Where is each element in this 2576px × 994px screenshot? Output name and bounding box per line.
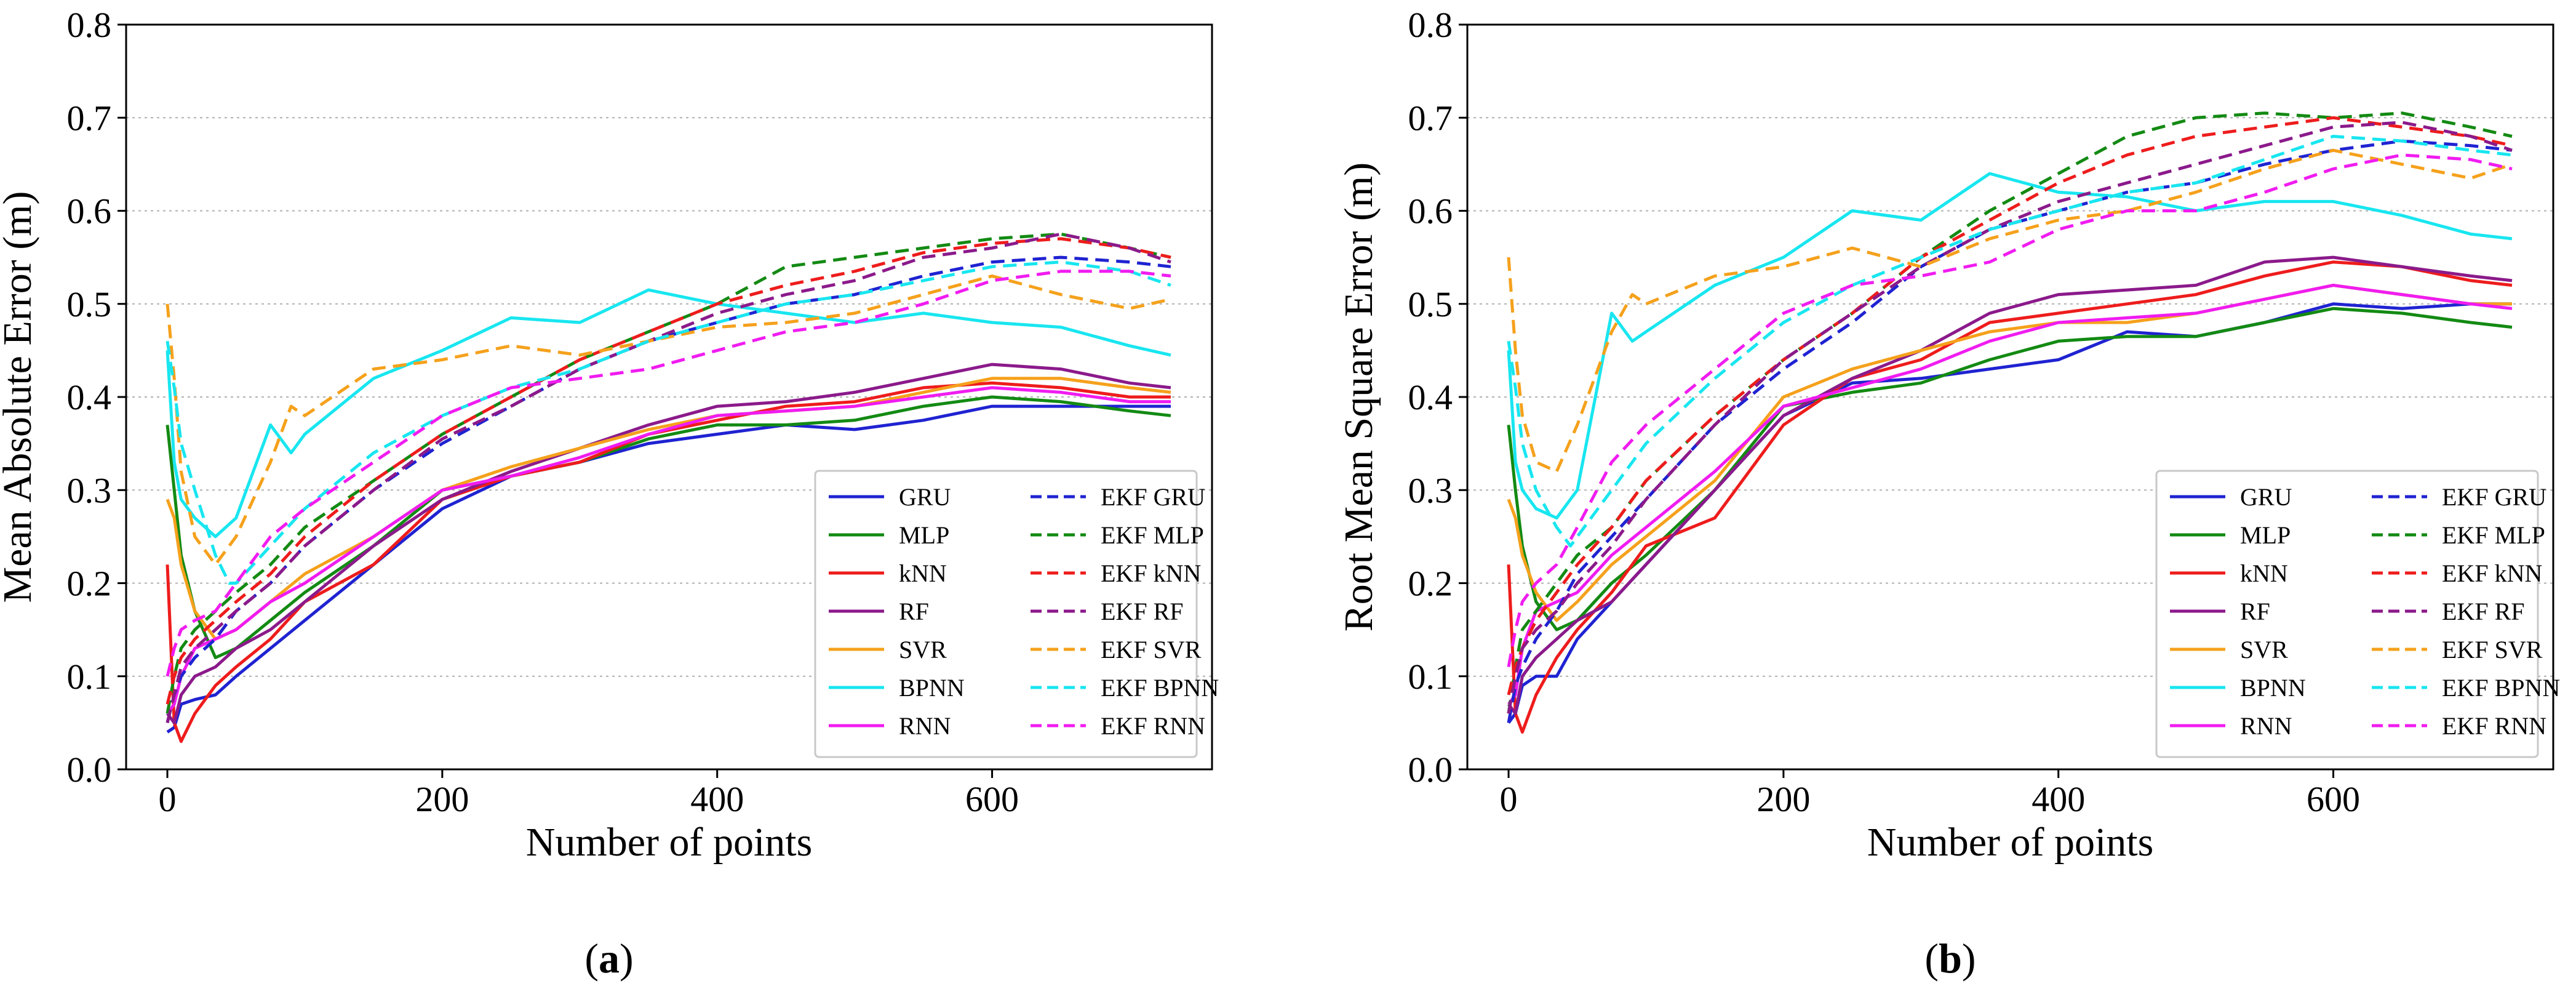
x-axis-label: Number of points <box>526 820 813 865</box>
y-tick-label: 0.3 <box>67 470 112 510</box>
legend-box <box>2155 470 2539 758</box>
x-tick-label: 0 <box>159 779 177 819</box>
legend-label: EKF RNN <box>1101 712 1205 740</box>
y-tick-label: 0.4 <box>1408 377 1453 417</box>
legend-box <box>814 470 1198 758</box>
legend-label: EKF RNN <box>2442 712 2546 740</box>
legend-label: RF <box>2240 598 2270 625</box>
y-tick-label: 0.4 <box>67 377 112 417</box>
series-line-svr <box>165 377 1171 641</box>
x-axis-label: Number of points <box>1867 820 2154 865</box>
series-line-ekf-rf <box>165 232 1171 723</box>
legend-label: EKF BPNN <box>2442 674 2560 702</box>
legend-label: EKF GRU <box>1101 483 1205 511</box>
caption-open-paren: ( <box>1924 935 1939 982</box>
series-line-ekf-svr <box>1507 148 2513 473</box>
legend-label: EKF kNN <box>2442 559 2542 587</box>
legend-label: kNN <box>2240 559 2288 587</box>
caption-letter: a <box>599 935 620 982</box>
y-tick-label: 0.5 <box>1408 284 1453 324</box>
legend-label: EKF RF <box>2442 598 2525 625</box>
legend-label: RNN <box>899 712 951 740</box>
legend-label: RNN <box>2240 712 2292 740</box>
series-line-rnn <box>1507 284 2513 705</box>
x-tick-label: 400 <box>2032 779 2085 819</box>
legend-label: kNN <box>899 559 947 587</box>
legend-label: EKF kNN <box>1101 559 1201 587</box>
legend-label: RF <box>899 598 929 625</box>
legend-label: MLP <box>2240 521 2291 549</box>
legend-label: EKF RF <box>1101 598 1184 625</box>
y-tick-label: 0.0 <box>67 750 112 790</box>
y-tick-label: 0.2 <box>67 564 112 604</box>
y-tick-label: 0.5 <box>67 284 112 324</box>
y-tick-label: 0.1 <box>1408 657 1453 697</box>
legend-label: EKF BPNN <box>1101 674 1219 702</box>
x-tick-label: 600 <box>965 779 1019 819</box>
x-tick-label: 200 <box>1757 779 1810 819</box>
caption-letter: b <box>1939 935 1962 982</box>
series-line-ekf-bpnn <box>1507 135 2513 548</box>
y-tick-label: 0.3 <box>1408 470 1453 510</box>
y-tick-label: 0.6 <box>1408 191 1453 231</box>
legend: GRU MLP kNN RF SVR BPNN RNN EKF GRU EKF MLP EKF k… <box>2155 470 2560 758</box>
series-line-rnn <box>165 386 1171 715</box>
y-tick-label: 0.8 <box>1408 5 1453 45</box>
legend-label: SVR <box>2240 636 2288 663</box>
series-line-gru <box>1507 302 2512 724</box>
x-tick-label: 200 <box>415 779 469 819</box>
y-tick-label: 0.6 <box>67 191 112 231</box>
series-line-ekf-rnn <box>165 270 1171 677</box>
x-tick-label: 400 <box>690 779 744 819</box>
panel-caption: (a) <box>584 935 633 982</box>
legend-label: MLP <box>899 521 949 549</box>
legend-label: GRU <box>899 483 951 511</box>
caption-open-paren: ( <box>584 935 599 982</box>
y-tick-label: 0.8 <box>67 5 112 45</box>
y-axis-label: Root Mean Square Error (m) <box>1336 162 1381 631</box>
y-tick-label: 0.7 <box>67 98 112 138</box>
panel-b: 0.0 0.1 0.2 0.3 0.4 0.5 0.6 0.7 0.8 0 200 400 600 Num… <box>1336 5 2560 982</box>
series-line-ekf-rnn <box>1507 153 2513 668</box>
legend-label: GRU <box>2240 483 2292 511</box>
series-line-rf <box>165 363 1171 724</box>
x-tick-label: 600 <box>2307 779 2360 819</box>
series-line-ekf-rf <box>1507 121 2513 714</box>
legend-label: BPNN <box>2240 674 2306 702</box>
series-line-ekf-knn <box>165 237 1171 705</box>
caption-close-paren: ) <box>1962 935 1976 982</box>
legend-label: EKF GRU <box>2442 483 2546 511</box>
x-tick-label: 0 <box>1500 779 1518 819</box>
legend-label: SVR <box>899 636 947 663</box>
panel-a: 0.0 0.1 0.2 0.3 0.4 0.5 0.6 0.7 0.8 0 200 400 600 Num… <box>0 5 1219 982</box>
y-tick-label: 0.1 <box>67 657 112 697</box>
series-line-rf <box>1507 255 2513 715</box>
legend-label: EKF MLP <box>1101 521 1204 549</box>
legend-label: EKF SVR <box>2442 636 2543 663</box>
legend: GRU MLP kNN RF SVR BPNN RNN EKF GRU EKF MLP EKF k… <box>814 470 1219 758</box>
series-line-bpnn <box>1507 172 2513 520</box>
caption-close-paren: ) <box>620 935 634 982</box>
y-tick-label: 0.0 <box>1408 750 1453 790</box>
y-tick-label: 0.7 <box>1408 98 1453 138</box>
legend-label: EKF SVR <box>1101 636 1202 663</box>
y-axis-label: Mean Absolute Error (m) <box>0 191 40 603</box>
legend-label: BPNN <box>899 674 965 702</box>
panel-caption: (b) <box>1924 935 1976 982</box>
series-line-ekf-svr <box>165 274 1171 566</box>
series-line-ekf-knn <box>1507 116 2513 695</box>
legend-label: EKF MLP <box>2442 521 2545 549</box>
y-tick-label: 0.2 <box>1408 564 1453 604</box>
